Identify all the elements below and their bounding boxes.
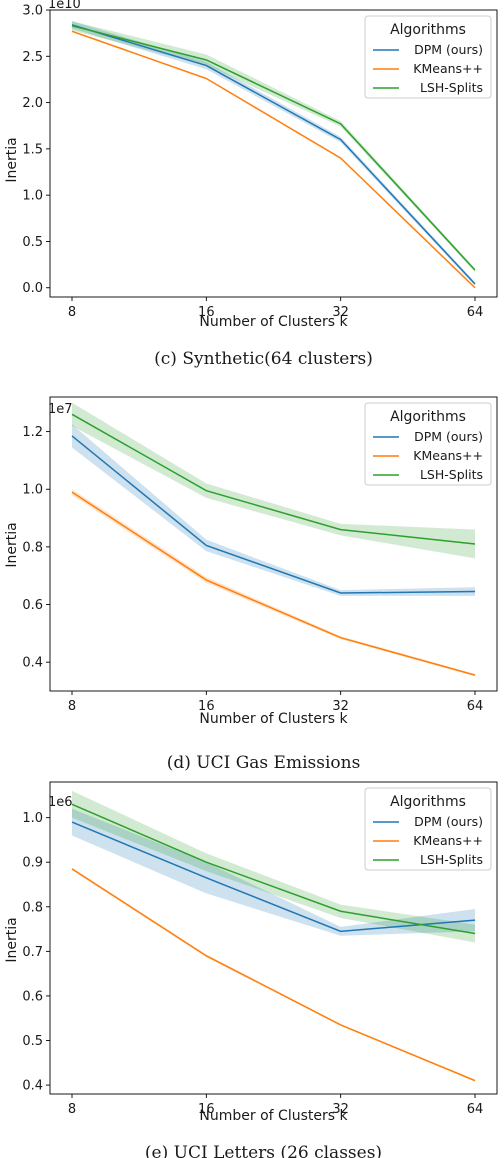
x-tick-label: 8 (68, 305, 76, 320)
legend-title: Algorithms (390, 794, 466, 810)
x-tick-label: 32 (332, 305, 349, 320)
y-tick-label: 0.0 (22, 281, 43, 296)
y-tick-label: 1.5 (22, 142, 43, 157)
y-tick-label: 1.2 (22, 425, 43, 440)
y-tick-label: 0.4 (22, 1079, 43, 1094)
legend-box (364, 402, 492, 486)
legend-box (364, 787, 492, 871)
x-axis-label: Number of Clusters k (199, 314, 348, 330)
y-tick-label: 0.5 (22, 235, 43, 250)
y-tick-label: 0.6 (22, 989, 43, 1004)
x-tick-label: 8 (68, 699, 76, 714)
x-tick-label: 16 (198, 699, 215, 714)
chart-panel: 0.0 0.5 1.0 1.5 2.0 2.5 3.0 8 16 32 64 1e10 Number o… (4, 0, 498, 369)
chart-panel: 0.4 0.6 0.8 1.0 1.2 8 16 32 64 1e7 Number of Clust… (4, 396, 498, 773)
y-tick-label: 2.5 (22, 50, 43, 65)
axes-frame (49, 396, 498, 692)
y-tick-label: 0.4 (22, 656, 43, 671)
y-offset-label: 1e7 (48, 402, 73, 417)
series-line (71, 25, 476, 271)
y-tick-label: 3.0 (22, 4, 43, 19)
legend-label: KMeans++ (413, 61, 483, 76)
legend-label: LSH-Splits (420, 80, 483, 95)
legend-label: LSH-Splits (420, 852, 483, 867)
legend-title: Algorithms (390, 409, 466, 425)
legend-label: DPM (ours) (414, 429, 483, 444)
y-tick-label: 1.0 (22, 189, 43, 204)
series-line (71, 24, 476, 285)
chart-panel: 0.4 0.5 0.6 0.7 0.8 0.9 1.0 8 16 32 64 1e6 Number of… (4, 781, 498, 1158)
y-tick-label: 0.5 (22, 1034, 43, 1049)
y-tick-label: 0.8 (22, 540, 43, 555)
figure-caption: (c) Synthetic(64 clusters) (154, 349, 373, 369)
y-tick-label: 0.9 (22, 856, 43, 871)
series-line (71, 413, 476, 545)
series-line (71, 821, 476, 933)
x-tick-label: 16 (198, 305, 215, 320)
legend-label: KMeans++ (413, 448, 483, 463)
legend-box (364, 15, 492, 99)
axes-frame (49, 9, 498, 298)
y-tick-label: 1.0 (22, 811, 43, 826)
confidence-band (72, 402, 475, 559)
series-line (71, 491, 476, 676)
x-tick-label: 8 (68, 1102, 76, 1117)
y-axis-label: Inertia (4, 917, 20, 962)
series-line (71, 30, 476, 289)
series-line (71, 868, 476, 1082)
y-tick-label: 0.8 (22, 900, 43, 915)
series-line (71, 803, 476, 935)
legend-label: DPM (ours) (414, 42, 483, 57)
legend-label: DPM (ours) (414, 814, 483, 829)
y-axis-label: Inertia (4, 522, 20, 567)
y-offset-label: 1e6 (48, 795, 73, 810)
figure-caption: (e) UCI Letters (26 classes) (145, 1143, 382, 1158)
figure-caption: (d) UCI Gas Emissions (167, 753, 361, 773)
y-tick-label: 0.7 (22, 945, 43, 960)
legend-label: LSH-Splits (420, 467, 483, 482)
x-tick-label: 16 (198, 1102, 215, 1117)
y-tick-label: 0.6 (22, 598, 43, 613)
x-tick-label: 64 (467, 1102, 484, 1117)
x-tick-label: 32 (332, 1102, 349, 1117)
y-offset-label: 1e10 (48, 0, 81, 12)
confidence-band (72, 489, 475, 677)
y-axis-label: Inertia (4, 137, 20, 182)
legend-label: KMeans++ (413, 833, 483, 848)
legend-title: Algorithms (390, 22, 466, 38)
y-tick-label: 2.0 (22, 96, 43, 111)
y-tick-label: 1.0 (22, 483, 43, 498)
x-tick-label: 64 (467, 699, 484, 714)
x-axis-label: Number of Clusters k (199, 711, 348, 727)
x-tick-label: 32 (332, 699, 349, 714)
series-line (71, 435, 476, 594)
axes-frame (49, 781, 498, 1095)
x-axis-label: Number of Clusters k (199, 1108, 348, 1124)
x-tick-label: 64 (467, 305, 484, 320)
